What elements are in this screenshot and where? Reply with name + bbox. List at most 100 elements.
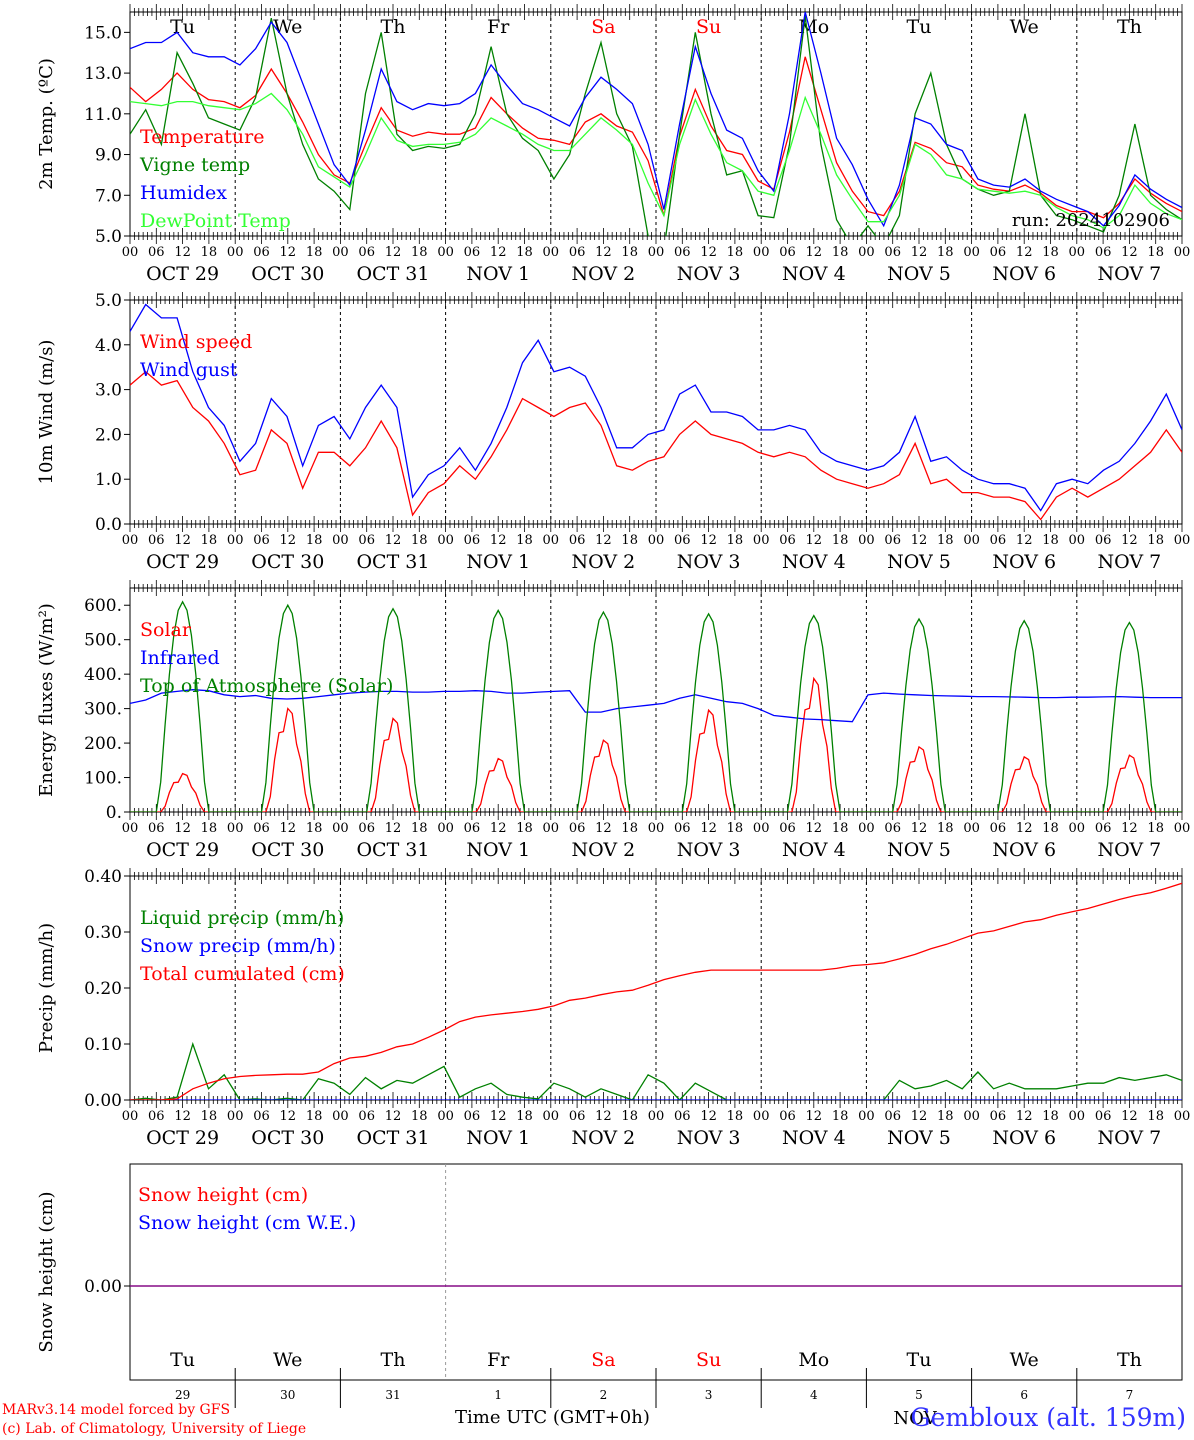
day-number: 1 <box>494 1388 502 1402</box>
legend-entry: DewPoint Temp <box>140 210 291 232</box>
date-label: NOV 1 <box>466 1127 530 1149</box>
hour-label: 12 <box>490 1109 507 1124</box>
hour-label: 00 <box>858 533 875 548</box>
series-group <box>130 12 1182 236</box>
series-line-wind-gust <box>130 303 1182 512</box>
weekday-label: Fr <box>487 16 510 38</box>
weekday-label: We <box>273 16 302 38</box>
hour-label: 12 <box>806 533 823 548</box>
date-label: NOV 6 <box>992 1127 1056 1149</box>
hour-label: 12 <box>385 245 402 260</box>
hour-label: 18 <box>727 821 744 836</box>
hour-label: 06 <box>779 245 796 260</box>
hour-label: 12 <box>595 533 612 548</box>
y-tick-label: 4.0 <box>95 336 122 356</box>
x-axis-title: Time UTC (GMT+0h) <box>455 1407 650 1428</box>
hour-label: 06 <box>1095 821 1112 836</box>
hour-label: 18 <box>727 245 744 260</box>
hour-label: 12 <box>911 533 928 548</box>
legend-entry: Total cumulated (cm) <box>140 963 345 985</box>
date-label: NOV 6 <box>992 839 1056 861</box>
y-tick-label: 400. <box>84 665 122 685</box>
station-label: Gembloux (alt. 159m) <box>910 1403 1186 1432</box>
hour-label: 18 <box>832 821 849 836</box>
panel-data-precip: 0.00 0.10 0.20 0.30 0.40 Precip (mm/h) Liquid … <box>36 867 1182 1111</box>
panel-frame <box>129 299 1183 525</box>
hour-label: 18 <box>516 533 533 548</box>
hour-label: 12 <box>806 245 823 260</box>
y-tick-label: 0.00 <box>84 1091 122 1111</box>
date-label: OCT 31 <box>356 551 429 573</box>
hour-label: 00 <box>122 245 139 260</box>
hour-label: 00 <box>332 533 349 548</box>
date-label: NOV 7 <box>1098 551 1162 573</box>
hour-label: 12 <box>1121 1109 1138 1124</box>
hour-label: 18 <box>1147 821 1164 836</box>
panel-data-snow: 0.00 Snow height (cm) Snow height (cm) Snow… <box>36 1184 1182 1353</box>
y-tick-label: 0.20 <box>84 979 122 999</box>
hour-label: 18 <box>937 1109 954 1124</box>
hour-label: 18 <box>411 245 428 260</box>
date-label: NOV 3 <box>677 263 741 285</box>
date-label: NOV 1 <box>466 263 530 285</box>
date-label: OCT 30 <box>251 551 324 573</box>
hour-label: 06 <box>148 821 165 836</box>
hour-label: 12 <box>595 821 612 836</box>
y-tick-label: 600. <box>84 596 122 616</box>
hour-label: 18 <box>937 245 954 260</box>
hour-label: 18 <box>201 1109 218 1124</box>
hour-label: 06 <box>358 821 375 836</box>
date-label: OCT 29 <box>146 551 219 573</box>
hour-label: 12 <box>385 533 402 548</box>
hour-label: 12 <box>806 821 823 836</box>
date-label: NOV 4 <box>782 263 846 285</box>
hour-label: 00 <box>963 245 980 260</box>
legend-entry: Wind speed <box>140 331 252 353</box>
series-line-vigne-temp <box>130 16 1182 236</box>
date-label: NOV 2 <box>572 1127 636 1149</box>
hour-label: 18 <box>411 821 428 836</box>
hour-label: 18 <box>832 245 849 260</box>
month-label: NOV <box>893 1408 937 1429</box>
hour-label: 00 <box>753 1109 770 1124</box>
date-label: OCT 31 <box>356 1127 429 1149</box>
hour-label: 12 <box>595 1109 612 1124</box>
hour-label: 06 <box>253 821 270 836</box>
hour-label: 06 <box>569 821 586 836</box>
hour-label: 00 <box>753 245 770 260</box>
credit-line-1: MARv3.14 model forced by GFS <box>2 1402 231 1418</box>
y-tick-label: 0. <box>106 803 122 823</box>
hour-label: 06 <box>674 821 691 836</box>
hour-label: 12 <box>1016 1109 1033 1124</box>
date-label: NOV 7 <box>1098 263 1162 285</box>
date-label: NOV 2 <box>572 839 636 861</box>
hour-label: 18 <box>516 821 533 836</box>
date-label: OCT 31 <box>356 839 429 861</box>
panel-energy: 00 06 12 18 OCT 29 00 06 12 18 OCT 30 00 06 12 18 OCT … <box>122 580 1190 861</box>
series-line-humidex <box>130 12 1182 228</box>
weekday-label-bottom: Sa <box>591 1349 615 1371</box>
day-number: 6 <box>1020 1388 1028 1402</box>
hour-label: 06 <box>569 245 586 260</box>
weekday-label-bottom: We <box>1010 1349 1039 1371</box>
hour-label: 06 <box>569 533 586 548</box>
series-line-solar <box>130 676 1182 812</box>
hour-label: 12 <box>174 245 191 260</box>
hour-label: 12 <box>1016 533 1033 548</box>
hour-label: 06 <box>779 533 796 548</box>
weekday-label: Su <box>696 16 721 38</box>
hour-label: 06 <box>674 1109 691 1124</box>
hour-label: 12 <box>700 245 717 260</box>
hour-label: 18 <box>306 821 323 836</box>
hour-label: 00 <box>648 533 665 548</box>
hour-label: 06 <box>148 245 165 260</box>
day-number: 2 <box>600 1388 608 1402</box>
hour-label: 06 <box>884 533 901 548</box>
day-number: 3 <box>705 1388 713 1402</box>
hour-label: 18 <box>621 1109 638 1124</box>
hour-label: 00 <box>437 1109 454 1124</box>
hour-label: 18 <box>1042 1109 1059 1124</box>
hour-label: 18 <box>306 245 323 260</box>
hour-label: 12 <box>911 1109 928 1124</box>
date-label: NOV 1 <box>466 839 530 861</box>
